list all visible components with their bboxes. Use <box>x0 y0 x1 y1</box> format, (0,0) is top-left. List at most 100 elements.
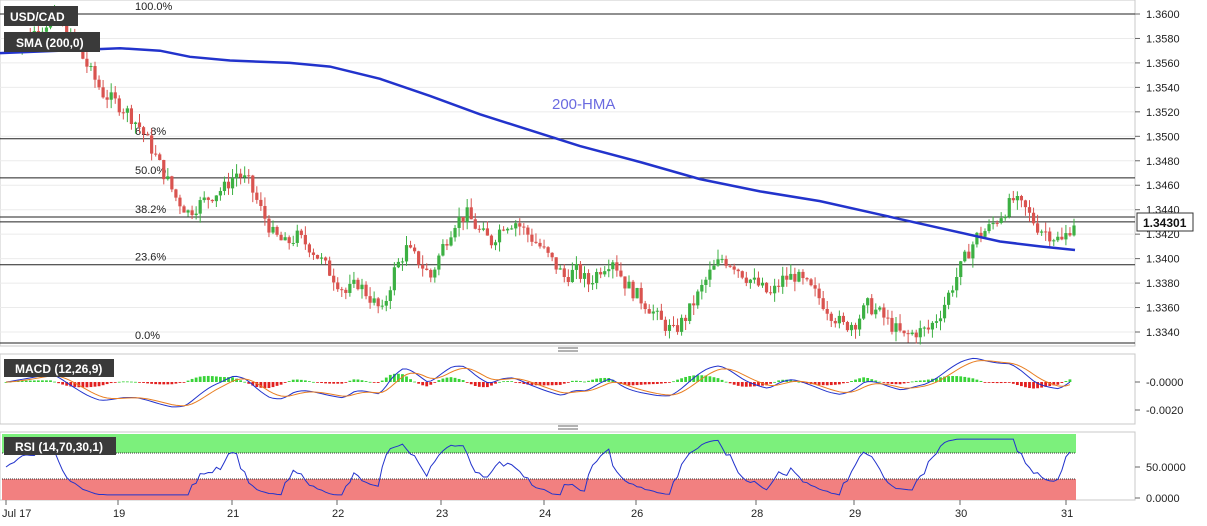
candle-body <box>906 333 910 335</box>
y-tick-label: 1.3540 <box>1146 82 1180 94</box>
candle-body <box>938 318 943 322</box>
candle-body <box>44 27 49 32</box>
candle-body <box>635 287 639 299</box>
candle-body <box>121 112 125 114</box>
x-tick-label: Jul 17 <box>2 508 31 520</box>
candle-body <box>449 237 453 246</box>
macd-bar <box>384 377 388 382</box>
candle-body <box>214 195 218 202</box>
macd-bar <box>109 382 113 384</box>
candle-body <box>643 303 647 310</box>
macd-bar <box>732 382 736 385</box>
macd-bar <box>842 382 845 384</box>
macd-bar <box>61 382 65 385</box>
candle-body <box>1027 207 1032 213</box>
price-axis: 1.3600 1.3580 1.3560 1.3540 1.3520 1.3500 1.34… <box>1135 9 1180 339</box>
candle-body <box>684 317 688 321</box>
macd-bar <box>720 379 724 382</box>
candle-body <box>518 223 522 227</box>
candle-body <box>534 241 538 243</box>
candle-body <box>837 315 841 324</box>
candle-body <box>756 277 761 286</box>
macd-bar <box>101 382 105 386</box>
macd-bar <box>32 380 36 382</box>
candle-body <box>453 227 457 238</box>
macd-bar <box>866 377 870 382</box>
x-tick-label: 26 <box>631 508 643 520</box>
candle-body <box>946 292 951 305</box>
candle-body <box>1044 231 1048 233</box>
macd-bar <box>583 381 586 383</box>
candle-body <box>97 79 101 88</box>
candle-body <box>125 108 129 113</box>
macd-bar <box>789 379 793 382</box>
candle-body <box>497 229 502 243</box>
pane-resize-handle[interactable] <box>558 425 578 430</box>
macd-bar <box>708 376 712 382</box>
candle-body <box>736 269 740 272</box>
macd-badge-bg <box>4 359 114 377</box>
candle-body <box>623 276 627 289</box>
y-tick-label: 1.3400 <box>1146 254 1180 266</box>
macd-bar <box>413 381 416 383</box>
macd-bar <box>409 379 412 382</box>
macd-bar <box>890 382 894 384</box>
macd-bar <box>299 379 303 382</box>
macd-bar <box>263 382 267 389</box>
macd-bar <box>344 382 348 383</box>
candle-body <box>692 303 696 306</box>
pane-resize-handle[interactable] <box>558 347 578 352</box>
candle-body <box>295 230 299 243</box>
candle-body <box>307 244 312 253</box>
candle-body <box>396 261 401 268</box>
macd-bar <box>53 381 56 383</box>
candle-body <box>562 268 566 278</box>
candle-body <box>538 242 542 247</box>
macd-bar <box>595 378 599 382</box>
macd-bar <box>688 375 692 382</box>
macd-bar <box>178 382 182 383</box>
candle-body <box>465 207 469 222</box>
candle-body <box>760 282 765 286</box>
candle-body <box>603 271 607 275</box>
candle-body <box>1031 212 1036 224</box>
macd-bar <box>1044 382 1048 387</box>
candle-body <box>186 210 190 213</box>
candle-body <box>886 317 890 319</box>
candle-body <box>679 317 684 332</box>
candle-body <box>530 234 534 242</box>
macd-bar <box>579 381 582 382</box>
macd-bar <box>198 376 202 382</box>
macd-bar <box>502 381 505 383</box>
macd-bar <box>279 382 283 385</box>
candle-body <box>934 321 939 323</box>
candle-body <box>546 247 550 253</box>
macd-bar <box>874 380 878 382</box>
candle-body <box>764 282 769 293</box>
candle-body <box>283 237 287 241</box>
macd-bar <box>57 382 60 384</box>
macd-bar <box>797 381 801 383</box>
candle-body <box>194 213 198 216</box>
macd-bar <box>182 382 186 383</box>
hma-annotation: 200-HMA <box>552 96 615 113</box>
candle-body <box>332 275 336 283</box>
candle-body <box>1007 198 1011 217</box>
candle-body <box>364 284 368 297</box>
macd-bar <box>558 382 562 385</box>
macd-bar <box>271 382 275 388</box>
macd-bar <box>162 382 166 385</box>
macd-bar <box>837 382 841 385</box>
macd-bar <box>587 380 590 382</box>
candle-body <box>230 177 235 189</box>
rsi-tick-label: 50.0000 <box>1146 462 1186 474</box>
sma-badge-bg <box>4 32 100 52</box>
macd-bar <box>433 382 437 383</box>
candle-body <box>368 296 372 303</box>
candle-body <box>510 228 514 230</box>
candle-body <box>902 330 906 334</box>
macd-bar <box>105 382 109 385</box>
candle-body <box>1035 223 1040 233</box>
candle-body <box>631 281 635 299</box>
x-tick-label: 24 <box>539 508 551 520</box>
